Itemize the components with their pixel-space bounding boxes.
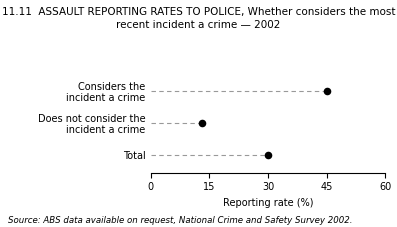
Point (265, 153, 271, 157)
Point (323, 89, 330, 93)
X-axis label: Reporting rate (%): Reporting rate (%) (223, 198, 313, 208)
Point (198, 121, 205, 125)
Text: Source: ABS data available on request, National Crime and Safety Survey 2002.: Source: ABS data available on request, N… (8, 216, 353, 225)
Text: 11.11  ASSAULT REPORTING RATES TO POLICE, Whether considers the most
recent inci: 11.11 ASSAULT REPORTING RATES TO POLICE,… (2, 7, 395, 30)
